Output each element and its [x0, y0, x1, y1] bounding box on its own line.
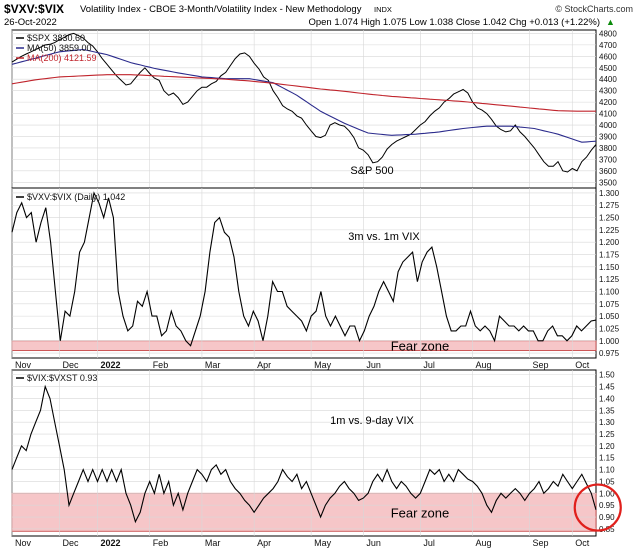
ma50-line	[11, 48, 597, 143]
x-tick-label: Jun	[366, 360, 381, 370]
y-tick-label: 1.000	[599, 337, 620, 346]
y-tick-label: 4500	[599, 64, 617, 73]
x-tick-label: Oct	[575, 538, 590, 548]
y-tick-label: 4400	[599, 75, 617, 84]
y-tick-label: 1.125	[599, 275, 620, 284]
y-tick-label: 4100	[599, 110, 617, 119]
chart-symbol: $VXV:$VIX	[4, 2, 64, 16]
y-tick-label: 4800	[599, 29, 617, 38]
x-tick-label: Mar	[205, 360, 221, 370]
y-tick-label: 1.35	[599, 406, 615, 415]
y-tick-label: 1.30	[599, 418, 615, 427]
y-tick-label: 1.250	[599, 214, 620, 223]
y-tick-label: 1.45	[599, 383, 615, 392]
vix_vxst-panel: 0.850.900.951.001.051.101.151.201.251.30…	[11, 369, 615, 548]
fear-zone-band	[11, 492, 597, 532]
x-tick-label: Oct	[575, 360, 590, 370]
up-arrow-icon: ▲	[606, 17, 615, 27]
legend-entry: $SPX 3830.60	[27, 33, 85, 43]
x-tick-label: Feb	[153, 360, 169, 370]
chart-description: Volatility Index - CBOE 3-Month/Volatili…	[80, 4, 362, 15]
y-tick-label: 4200	[599, 98, 617, 107]
y-tick-label: 0.975	[599, 349, 620, 358]
x-tick-label: May	[314, 360, 332, 370]
x-tick-label: May	[314, 538, 332, 548]
y-tick-label: 1.075	[599, 300, 620, 309]
y-tick-label: 1.200	[599, 238, 620, 247]
y-tick-label: 1.300	[599, 189, 620, 198]
panel-title: 3m vs. 1m VIX	[348, 231, 420, 243]
panel-title: S&P 500	[350, 165, 393, 177]
y-tick-label: 1.50	[599, 371, 615, 380]
x-tick-label: Sep	[533, 360, 549, 370]
y-tick-label: 0.95	[599, 501, 615, 510]
spx-frame	[11, 29, 597, 189]
fear-zone-label: Fear zone	[391, 505, 450, 520]
spx-panel: 3500 3600 3700 3800 3900 4000 4100 4200 4300 4400…	[11, 29, 617, 200]
x-tick-label: 2022	[100, 360, 120, 370]
y-tick-label: 1.10	[599, 466, 615, 475]
y-tick-label: 3800	[599, 144, 617, 153]
chart-exchange: INDX	[374, 5, 392, 14]
y-tick-label: 1.100	[599, 287, 620, 296]
legend-entry: $VXV:$VIX (Daily) 1.042	[27, 192, 125, 202]
y-tick-label: 1.050	[599, 312, 620, 321]
x-tick-label: Jul	[423, 360, 435, 370]
y-tick-label: 1.15	[599, 454, 615, 463]
x-tick-label: Dec	[62, 360, 79, 370]
x-tick-label: Dec	[62, 538, 79, 548]
vxv_vix-panel: 0.975 1.000 1.025 1.050 1.075 1.100 1.125 1.150…	[11, 187, 620, 370]
chart-date: 26-Oct-2022	[4, 17, 57, 28]
stockcharts-brand: © StockCharts.com	[555, 4, 633, 14]
y-tick-label: 3900	[599, 132, 617, 141]
spx-price-line	[11, 32, 597, 173]
y-tick-label: 0.90	[599, 513, 615, 522]
fear-zone-band	[11, 340, 597, 352]
x-tick-label: Mar	[205, 538, 221, 548]
x-tick-label: Feb	[153, 538, 169, 548]
y-tick-label: 1.20	[599, 442, 615, 451]
panel-title: 1m vs. 9-day VIX	[330, 415, 414, 427]
x-tick-label: Aug	[476, 538, 492, 548]
x-tick-label: Aug	[476, 360, 492, 370]
y-tick-label: 4600	[599, 52, 617, 61]
y-tick-label: 1.225	[599, 226, 620, 235]
vxv_vix-frame	[11, 187, 597, 359]
x-tick-label: Apr	[257, 538, 271, 548]
y-tick-label: 1.40	[599, 394, 615, 403]
y-tick-label: 4700	[599, 41, 617, 50]
legend-entry: MA(50) 3859.00	[27, 43, 92, 53]
y-tick-label: 1.00	[599, 489, 615, 498]
y-tick-label: 1.175	[599, 251, 620, 260]
x-tick-label: Jun	[366, 538, 381, 548]
y-tick-label: 3700	[599, 155, 617, 164]
y-tick-label: 4300	[599, 87, 617, 96]
fear-zone-label: Fear zone	[391, 339, 450, 354]
y-tick-label: 1.25	[599, 430, 615, 439]
legend-entry: $VIX:$VXST 0.93	[27, 373, 97, 383]
vix_vxst-line	[11, 384, 597, 524]
y-tick-label: 1.05	[599, 477, 615, 486]
y-tick-label: 1.150	[599, 263, 620, 272]
y-tick-label: 3500	[599, 178, 617, 187]
y-tick-label: 4000	[599, 121, 617, 130]
highlight-circle	[573, 483, 622, 532]
y-tick-label: 1.275	[599, 201, 620, 210]
x-tick-label: Nov	[15, 360, 32, 370]
legend-entry: MA(200) 4121.59	[27, 53, 97, 63]
ohlc-readout: Open 1.074 High 1.075 Low 1.038 Close 1.…	[308, 17, 600, 28]
x-tick-label: Sep	[533, 538, 549, 548]
y-tick-label: 3600	[599, 167, 617, 176]
vxv_vix-line	[11, 191, 597, 347]
x-tick-label: Apr	[257, 360, 271, 370]
ma200-line	[11, 74, 596, 112]
x-tick-label: 2022	[100, 538, 120, 548]
y-tick-label: 1.025	[599, 324, 620, 333]
x-tick-label: Nov	[15, 538, 32, 548]
x-tick-label: Jul	[423, 538, 435, 548]
